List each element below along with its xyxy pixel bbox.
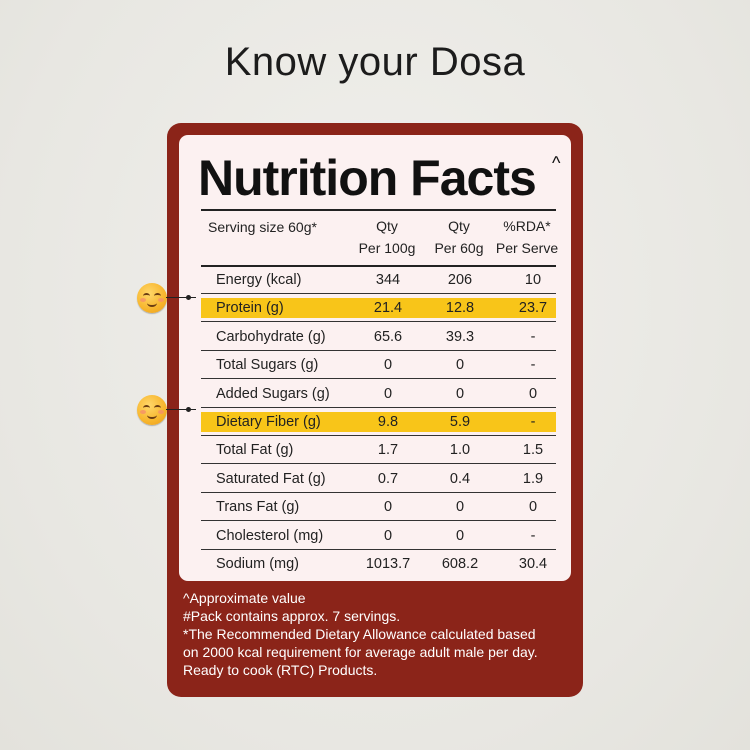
nutrient-row: Total Sugars (g) 0 0 - (201, 351, 556, 380)
nutrient-row: Added Sugars (g) 0 0 0 (201, 380, 556, 408)
nutrient-row: Energy (kcal) 344 206 10 (201, 266, 556, 294)
nutrient-row: Sodium (mg) 1013.7 608.2 30.4 (201, 550, 556, 578)
nutrient-row: Cholesterol (mg) 0 0 - (201, 522, 556, 550)
footnote: *The Recommended Dietary Allowance calcu… (183, 626, 536, 642)
footnotes: ^Approximate value #Pack contains approx… (183, 589, 575, 679)
pointer-line (166, 409, 196, 410)
approx-mark: ^ (552, 153, 561, 173)
value-rda: - (530, 527, 536, 544)
value-rda: - (530, 357, 536, 374)
value-per-60g: 39.3 (445, 328, 475, 345)
value-per-100g: 0 (383, 499, 393, 516)
row-divider (201, 491, 556, 493)
value-per-100g: 0 (383, 385, 393, 402)
nutrition-panel: Nutrition Facts ^ Serving size 60g* Qty P… (179, 135, 571, 581)
value-per-60g: 12.8 (445, 300, 475, 317)
value-per-100g: 1.7 (377, 442, 399, 459)
nutrient-row: Dietary Fiber (g) 9.8 5.9 - (201, 408, 556, 436)
column-header-per-60g: Qty Per 60g (434, 218, 484, 256)
row-divider (201, 406, 556, 408)
pointer-dot (186, 295, 191, 300)
nutrient-name: Trans Fat (g) (216, 499, 300, 516)
row-divider (201, 349, 556, 351)
footnote: on 2000 kcal requirement for average adu… (183, 644, 538, 660)
value-rda: 30.4 (518, 556, 548, 572)
value-per-60g: 0 (455, 527, 465, 544)
nutrient-row: Saturated Fat (g) 0.7 0.4 1.9 (201, 465, 556, 493)
value-rda: - (530, 414, 536, 430)
column-header-divider (201, 265, 556, 267)
value-per-60g: 5.9 (449, 414, 471, 430)
value-rda: 1.9 (522, 470, 544, 487)
footnote: #Pack contains approx. 7 servings. (183, 608, 401, 624)
footnote: ^Approximate value (183, 590, 306, 606)
header-divider (201, 209, 556, 211)
nutrient-row: Carbohydrate (g) 65.6 39.3 - (201, 323, 556, 351)
value-rda: 23.7 (518, 300, 548, 317)
value-per-100g: 0 (383, 357, 393, 374)
value-per-60g: 0 (455, 499, 465, 516)
smiling-face-icon (137, 395, 167, 425)
nutrient-name: Energy (kcal) (216, 272, 302, 288)
column-header-rda: %RDA* Per Serve (495, 218, 559, 256)
value-per-100g: 65.6 (373, 328, 403, 345)
value-per-60g: 1.0 (449, 442, 471, 459)
nutrient-name: Total Fat (g) (216, 442, 294, 459)
row-divider (201, 321, 556, 323)
nutrition-card: Nutrition Facts ^ Serving size 60g* Qty P… (167, 123, 583, 697)
nutrient-row: Trans Fat (g) 0 0 0 (201, 493, 556, 522)
nutrient-name: Total Sugars (g) (216, 357, 319, 374)
row-divider (201, 293, 556, 294)
value-rda: 10 (524, 272, 542, 288)
value-per-100g: 1013.7 (365, 556, 411, 572)
value-per-60g: 0 (455, 357, 465, 374)
value-per-100g: 344 (375, 272, 401, 288)
column-header-per-100g: Qty Per 100g (358, 218, 416, 256)
value-per-100g: 0 (383, 527, 393, 544)
value-per-60g: 608.2 (441, 556, 479, 572)
value-rda: - (530, 328, 536, 345)
value-per-100g: 9.8 (377, 414, 399, 430)
value-per-60g: 206 (447, 272, 473, 288)
value-rda: 0 (528, 499, 538, 516)
value-per-60g: 0 (455, 385, 465, 402)
page-title: Know your Dosa (224, 40, 526, 84)
row-divider (201, 520, 556, 522)
footnote: Ready to cook (RTC) Products. (183, 662, 378, 678)
row-divider (201, 463, 556, 465)
row-highlight (201, 412, 556, 432)
value-rda: 1.5 (522, 442, 544, 459)
nutrient-name: Carbohydrate (g) (216, 328, 326, 345)
nutrition-facts-title: Nutrition Facts (198, 150, 537, 206)
nutrient-name: Sodium (mg) (216, 556, 299, 572)
value-per-100g: 21.4 (373, 300, 403, 317)
row-highlight (201, 298, 556, 319)
smiling-face-icon (137, 283, 167, 313)
value-rda: 0 (528, 385, 538, 402)
nutrient-name: Dietary Fiber (g) (216, 414, 321, 430)
row-divider (201, 378, 556, 380)
nutrient-row: Protein (g) 21.4 12.8 23.7 (201, 294, 556, 323)
value-per-100g: 0.7 (377, 470, 399, 487)
nutrient-name: Added Sugars (g) (216, 385, 330, 402)
nutrient-name: Protein (g) (216, 300, 284, 317)
serving-size: Serving size 60g* (208, 219, 317, 235)
nutrient-name: Cholesterol (mg) (216, 527, 324, 544)
pointer-line (166, 297, 196, 298)
nutrient-row: Total Fat (g) 1.7 1.0 1.5 (201, 436, 556, 465)
row-divider (201, 548, 556, 550)
row-divider (201, 435, 556, 436)
value-per-60g: 0.4 (449, 470, 471, 487)
nutrient-name: Saturated Fat (g) (216, 470, 326, 487)
pointer-dot (186, 407, 191, 412)
